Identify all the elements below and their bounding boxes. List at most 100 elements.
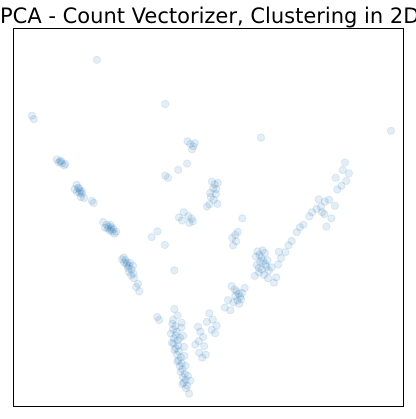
scatter-point: [57, 159, 66, 168]
scatter-point: [327, 214, 336, 223]
scatter-point: [253, 247, 262, 256]
scatter-point: [206, 188, 215, 198]
scatter-point: [177, 323, 186, 332]
scatter-point: [121, 256, 130, 265]
scatter-point: [125, 262, 134, 271]
scatter-point: [269, 278, 278, 287]
scatter-point: [112, 227, 121, 236]
scatter-point: [237, 288, 247, 297]
scatter-point: [89, 198, 98, 207]
scatter-point: [202, 202, 211, 211]
scatter-point: [179, 331, 188, 340]
scatter-point: [272, 273, 281, 282]
scatter-point: [211, 329, 220, 338]
scatter-point: [235, 299, 244, 308]
scatter-point: [190, 139, 199, 148]
scatter-point: [274, 247, 283, 256]
scatter-point: [75, 188, 84, 197]
scatter-point: [128, 261, 138, 270]
scatter-point: [174, 341, 183, 350]
scatter-point: [74, 183, 83, 192]
scatter-point: [74, 184, 84, 193]
scatter-point: [344, 169, 353, 178]
scatter-point: [72, 180, 81, 189]
scatter-point: [106, 220, 115, 230]
scatter-point: [228, 233, 237, 242]
scatter-point: [52, 155, 61, 164]
scatter-point: [183, 137, 192, 146]
scatter-point: [333, 185, 342, 194]
scatter-point: [170, 266, 179, 275]
scatter-point: [134, 279, 143, 288]
scatter-point: [178, 372, 187, 382]
scatter-point: [316, 202, 325, 211]
scatter-point: [153, 227, 162, 236]
scatter-point: [256, 257, 265, 267]
scatter-point: [176, 353, 185, 362]
scatter-point: [250, 271, 259, 280]
scatter-point: [231, 230, 240, 239]
scatter-point: [331, 173, 340, 182]
scatter-point: [263, 256, 272, 265]
scatter-point: [276, 254, 285, 263]
scatter-point: [169, 339, 178, 348]
chart-title: PCA - Count Vectorizer, Clustering in 2D: [0, 4, 416, 28]
scatter-point: [176, 367, 185, 376]
scatter-point: [185, 218, 194, 227]
scatter-point: [257, 265, 266, 274]
scatter-point: [110, 229, 119, 238]
scatter-point: [127, 265, 136, 274]
scatter-point: [233, 227, 242, 236]
scatter-point: [267, 263, 276, 272]
scatter-point: [167, 338, 176, 347]
scatter-point: [188, 145, 197, 154]
scatter-point: [235, 292, 245, 301]
scatter-point: [386, 126, 395, 135]
scatter-point: [177, 216, 187, 225]
scatter-point: [287, 236, 296, 245]
scatter-points: [27, 55, 395, 398]
scatter-point: [226, 306, 235, 315]
scatter-point: [177, 359, 186, 368]
scatter-point: [281, 248, 290, 257]
scatter-point: [183, 371, 192, 380]
scatter-point: [210, 180, 219, 189]
scatter-point: [206, 193, 215, 202]
scatter-point: [176, 333, 185, 342]
scatter-point: [173, 311, 182, 320]
scatter-point: [170, 305, 179, 314]
scatter-point: [292, 228, 301, 237]
scatter-point: [119, 253, 128, 262]
scatter-point: [191, 340, 200, 349]
scatter-point: [61, 159, 70, 169]
scatter-point: [258, 246, 267, 255]
scatter-point: [193, 322, 203, 331]
scatter-point: [161, 171, 170, 180]
scatter-point: [330, 201, 339, 210]
scatter-point: [261, 260, 270, 269]
scatter-point: [99, 217, 108, 227]
scatter-point: [232, 237, 241, 246]
scatter-point: [60, 161, 69, 170]
scatter-point: [179, 342, 189, 351]
scatter-point: [201, 350, 210, 359]
scatter-point: [337, 181, 346, 190]
scatter-point: [181, 375, 190, 385]
scatter-point: [129, 274, 138, 283]
plot-frame: [13, 28, 404, 407]
scatter-point: [307, 208, 317, 217]
scatter-point: [125, 258, 134, 267]
scatter-point: [163, 173, 173, 182]
scatter-point: [118, 255, 127, 264]
scatter-point: [105, 226, 114, 235]
scatter-point: [70, 185, 79, 194]
scatter-point: [77, 189, 86, 198]
scatter-point: [168, 319, 177, 328]
scatter-point: [174, 165, 183, 175]
scatter-point: [213, 178, 222, 187]
scatter-point: [237, 295, 246, 304]
scatter-point: [107, 223, 116, 232]
scatter-point: [92, 55, 102, 65]
scatter-point: [228, 241, 238, 250]
scatter-point: [184, 211, 193, 221]
